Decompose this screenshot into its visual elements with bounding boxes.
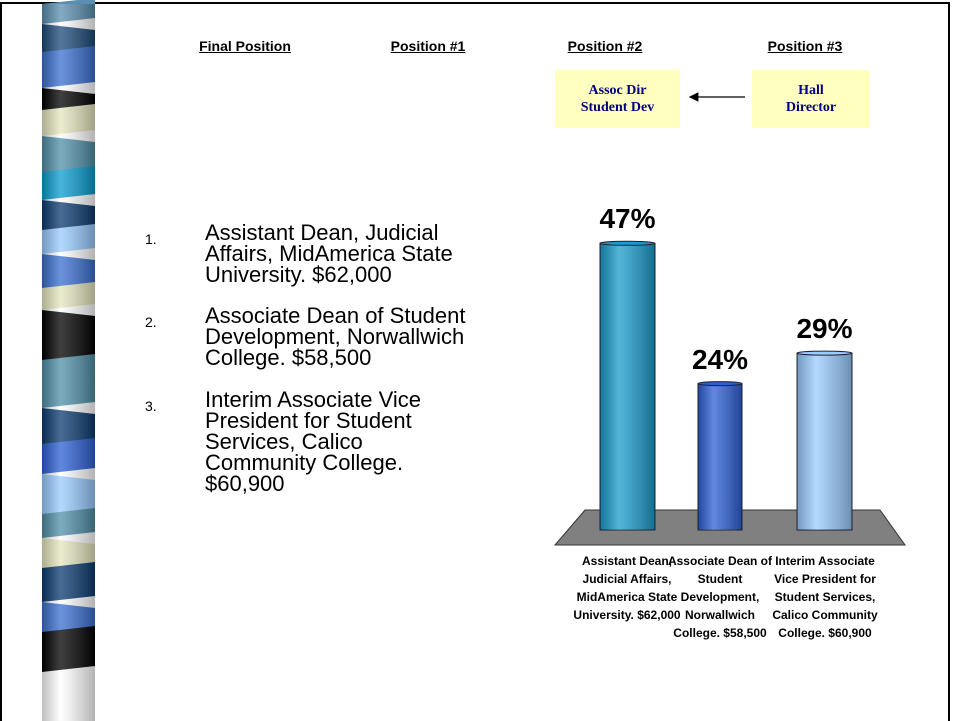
bar-shade [600,243,655,530]
x-tick-label: Associate Dean of Student Development, N… [661,552,779,642]
header: Position #3 [768,38,843,54]
bar-top [698,382,742,386]
slide: Final Position Position #1 Position #2 P… [0,0,954,721]
value-label: 29% [796,313,852,345]
position-box: Hall Director [752,70,870,128]
list-number: 1. [145,231,157,247]
list-number: 3. [145,398,157,414]
header: Position #1 [391,38,466,54]
stripe-column [42,0,95,721]
box-text: Hall Director [776,82,846,116]
bar-shade [797,353,852,530]
bar-top [797,351,852,355]
list-number: 2. [145,314,157,330]
bar-top [600,241,655,245]
list-item: Assistant Dean, Judicial Affairs, MidAme… [205,222,505,285]
stripe-shade [42,4,95,721]
list-item: Associate Dean of Student Development, N… [205,305,505,368]
value-label: 24% [692,344,748,376]
position-box: Assoc Dir Student Dev [555,70,680,128]
box-text: Assoc Dir Student Dev [578,82,658,116]
x-tick-label: Interim Associate Vice President for Stu… [766,552,884,642]
value-label: 47% [599,203,655,235]
header: Position #2 [568,38,643,54]
header: Final Position [199,38,291,54]
list-item: Interim Associate Vice President for Stu… [205,389,475,494]
bar-shade [698,384,742,530]
